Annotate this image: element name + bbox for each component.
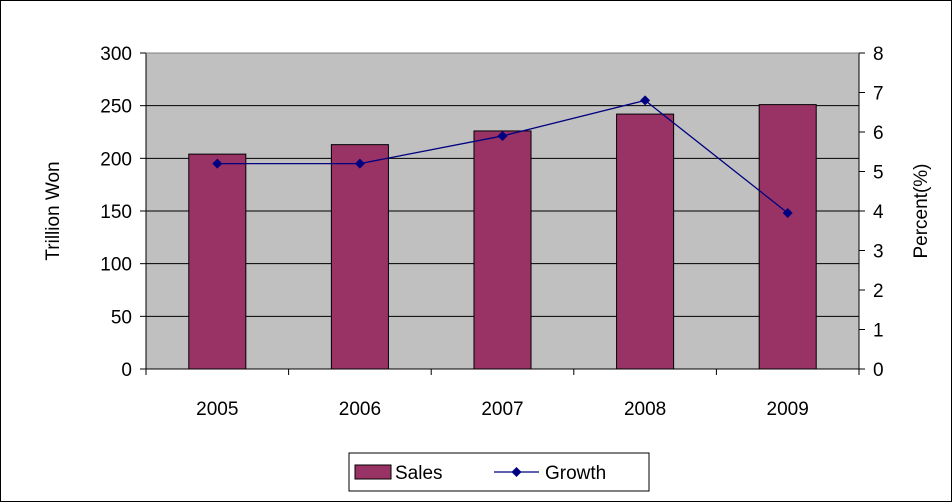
legend-growth-label: Growth <box>545 463 606 484</box>
y-right-tick-label: 6 <box>873 123 884 144</box>
x-tick-label: 2005 <box>196 399 238 420</box>
y-left-tick-label: 300 <box>100 44 132 65</box>
legend-sales-swatch <box>354 464 392 480</box>
tick-labels: 0 50 100 150 200 250 300 0 1 2 3 4 5 6 7 8 2005 2006 2007 2… <box>100 44 884 420</box>
growth-point <box>212 158 223 169</box>
sales-bar <box>473 130 532 370</box>
axes <box>140 52 865 375</box>
legend-growth-marker <box>511 467 522 477</box>
y-right-tick-label: 1 <box>873 321 884 342</box>
y-right-tick-label: 5 <box>873 163 884 184</box>
y-left-tick-label: 250 <box>100 97 132 118</box>
x-tick-label: 2009 <box>767 399 809 420</box>
sales-bar <box>758 104 817 370</box>
x-tick-label: 2008 <box>624 399 666 420</box>
y-left-tick-label: 200 <box>100 149 132 170</box>
x-tick-label: 2006 <box>339 399 381 420</box>
y-right-tick-label: 4 <box>873 202 884 223</box>
y-axis-left-title: Trillion Won <box>43 161 64 260</box>
growth-point <box>497 130 508 141</box>
y-left-tick-label: 0 <box>121 360 132 381</box>
y-axis-right-title: Percent(%) <box>911 163 932 258</box>
sales-bars <box>188 104 817 370</box>
sales-bar <box>616 113 675 370</box>
growth-point <box>782 207 793 218</box>
x-tick-label: 2007 <box>481 399 523 420</box>
y-right-tick-label: 3 <box>873 242 884 263</box>
sales-bar <box>188 153 247 370</box>
y-right-tick-label: 8 <box>873 44 884 65</box>
y-left-tick-label: 100 <box>100 255 132 276</box>
sales-bar <box>330 144 389 370</box>
y-left-tick-label: 50 <box>111 307 132 328</box>
y-right-tick-label: 7 <box>873 84 884 105</box>
growth-point <box>354 158 365 169</box>
y-right-tick-label: 0 <box>873 360 884 381</box>
legend: Sales Growth <box>348 452 650 492</box>
growth-point <box>640 95 651 106</box>
y-right-tick-label: 2 <box>873 281 884 302</box>
y-left-tick-label: 150 <box>100 202 132 223</box>
growth-line-layer <box>212 95 793 218</box>
legend-sales-label: Sales <box>395 463 443 484</box>
